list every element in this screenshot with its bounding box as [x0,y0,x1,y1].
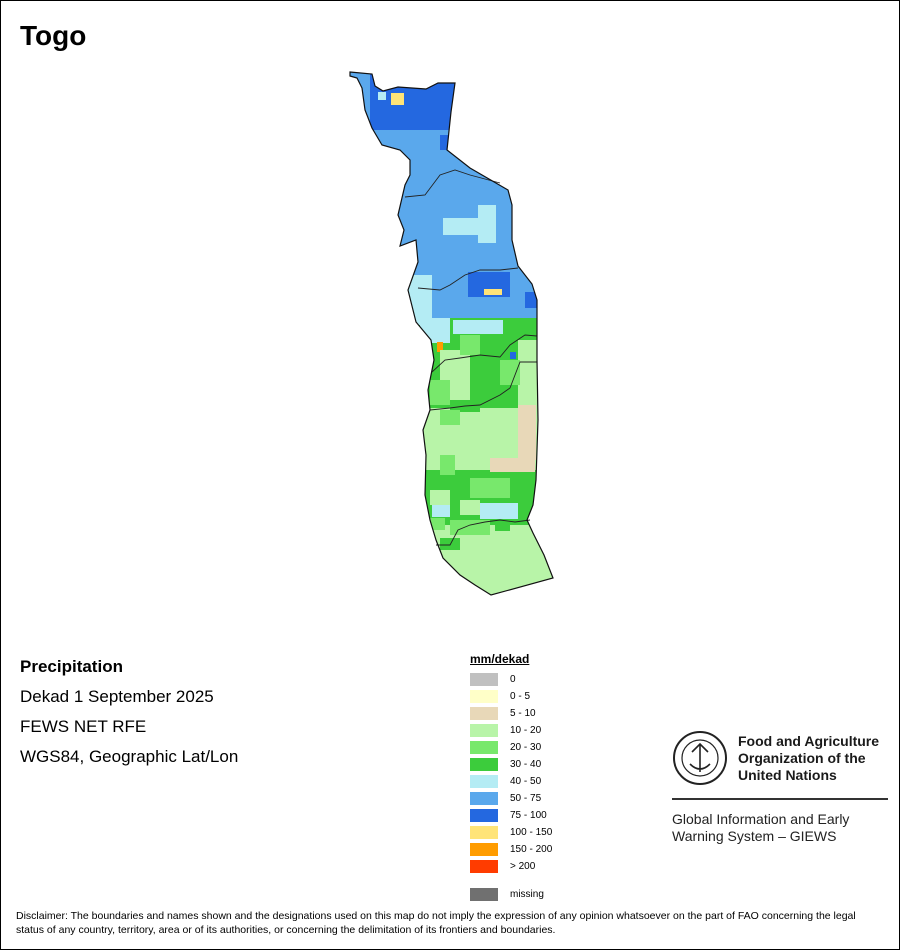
legend-label: 5 - 10 [510,708,536,719]
legend-swatch [470,775,498,788]
fao-divider [672,798,888,800]
giews-name: Global Information and Early Warning Sys… [672,811,850,844]
legend-class: 30 - 40 [470,756,552,773]
legend-label: > 200 [510,861,536,872]
legend-class: > 200 [470,858,552,875]
legend-class: 75 - 100 [470,807,552,824]
legend-label: 40 - 50 [510,776,542,787]
legend-class: 50 - 75 [470,790,552,807]
legend-swatch [470,758,498,771]
legend: mm/dekad 0 0 - 5 5 - 10 10 - 20 20 - 30 30 - … [470,652,552,903]
legend-label: 75 - 100 [510,810,547,821]
legend-swatch [470,826,498,839]
info-source: FEWS NET RFE [20,717,147,736]
legend-unit: mm/dekad [470,652,530,666]
precipitation-map [349,71,554,596]
legend-label: 20 - 30 [510,742,542,753]
legend-label: 10 - 20 [510,725,542,736]
legend-class: 0 [470,671,552,688]
legend-swatch [470,792,498,805]
info-projection: WGS84, Geographic Lat/Lon [20,747,239,766]
fao-seal-icon [673,731,727,785]
info-period: Dekad 1 September 2025 [20,687,214,706]
legend-swatch-missing [470,888,498,901]
legend-label: 150 - 200 [510,844,553,855]
legend-label: 100 - 150 [510,827,553,838]
legend-swatch [470,724,498,737]
legend-swatch [470,809,498,822]
legend-classes: 0 0 - 5 5 - 10 10 - 20 20 - 30 30 - 40 40 - 50… [470,671,552,875]
legend-label: 50 - 75 [510,793,542,804]
legend-swatch [470,741,498,754]
rainfall-raster [350,72,553,595]
legend-label: 0 - 5 [510,691,531,702]
map-title: Togo [20,20,87,51]
legend-missing: missing [470,886,552,903]
legend-class: 5 - 10 [470,705,552,722]
legend-swatch [470,860,498,873]
disclaimer: Disclaimer: The boundaries and names sho… [16,910,856,936]
legend-class: 100 - 150 [470,824,552,841]
legend-class: 10 - 20 [470,722,552,739]
legend-swatch [470,673,498,686]
legend-swatch [470,707,498,720]
legend-label-missing: missing [510,889,544,900]
legend-class: 0 - 5 [470,688,552,705]
legend-label: 0 [510,674,516,685]
legend-swatch [470,690,498,703]
legend-label: 30 - 40 [510,759,542,770]
fao-org-name: Food and Agriculture Organization of the… [738,732,880,783]
region-boundaries [404,169,538,546]
legend-class: 20 - 30 [470,739,552,756]
fao-logo-block: Food and Agriculture Organization of the… [672,730,888,845]
legend-class: 40 - 50 [470,773,552,790]
legend-swatch [470,843,498,856]
info-heading: Precipitation [20,657,123,676]
legend-class: 150 - 200 [470,841,552,858]
